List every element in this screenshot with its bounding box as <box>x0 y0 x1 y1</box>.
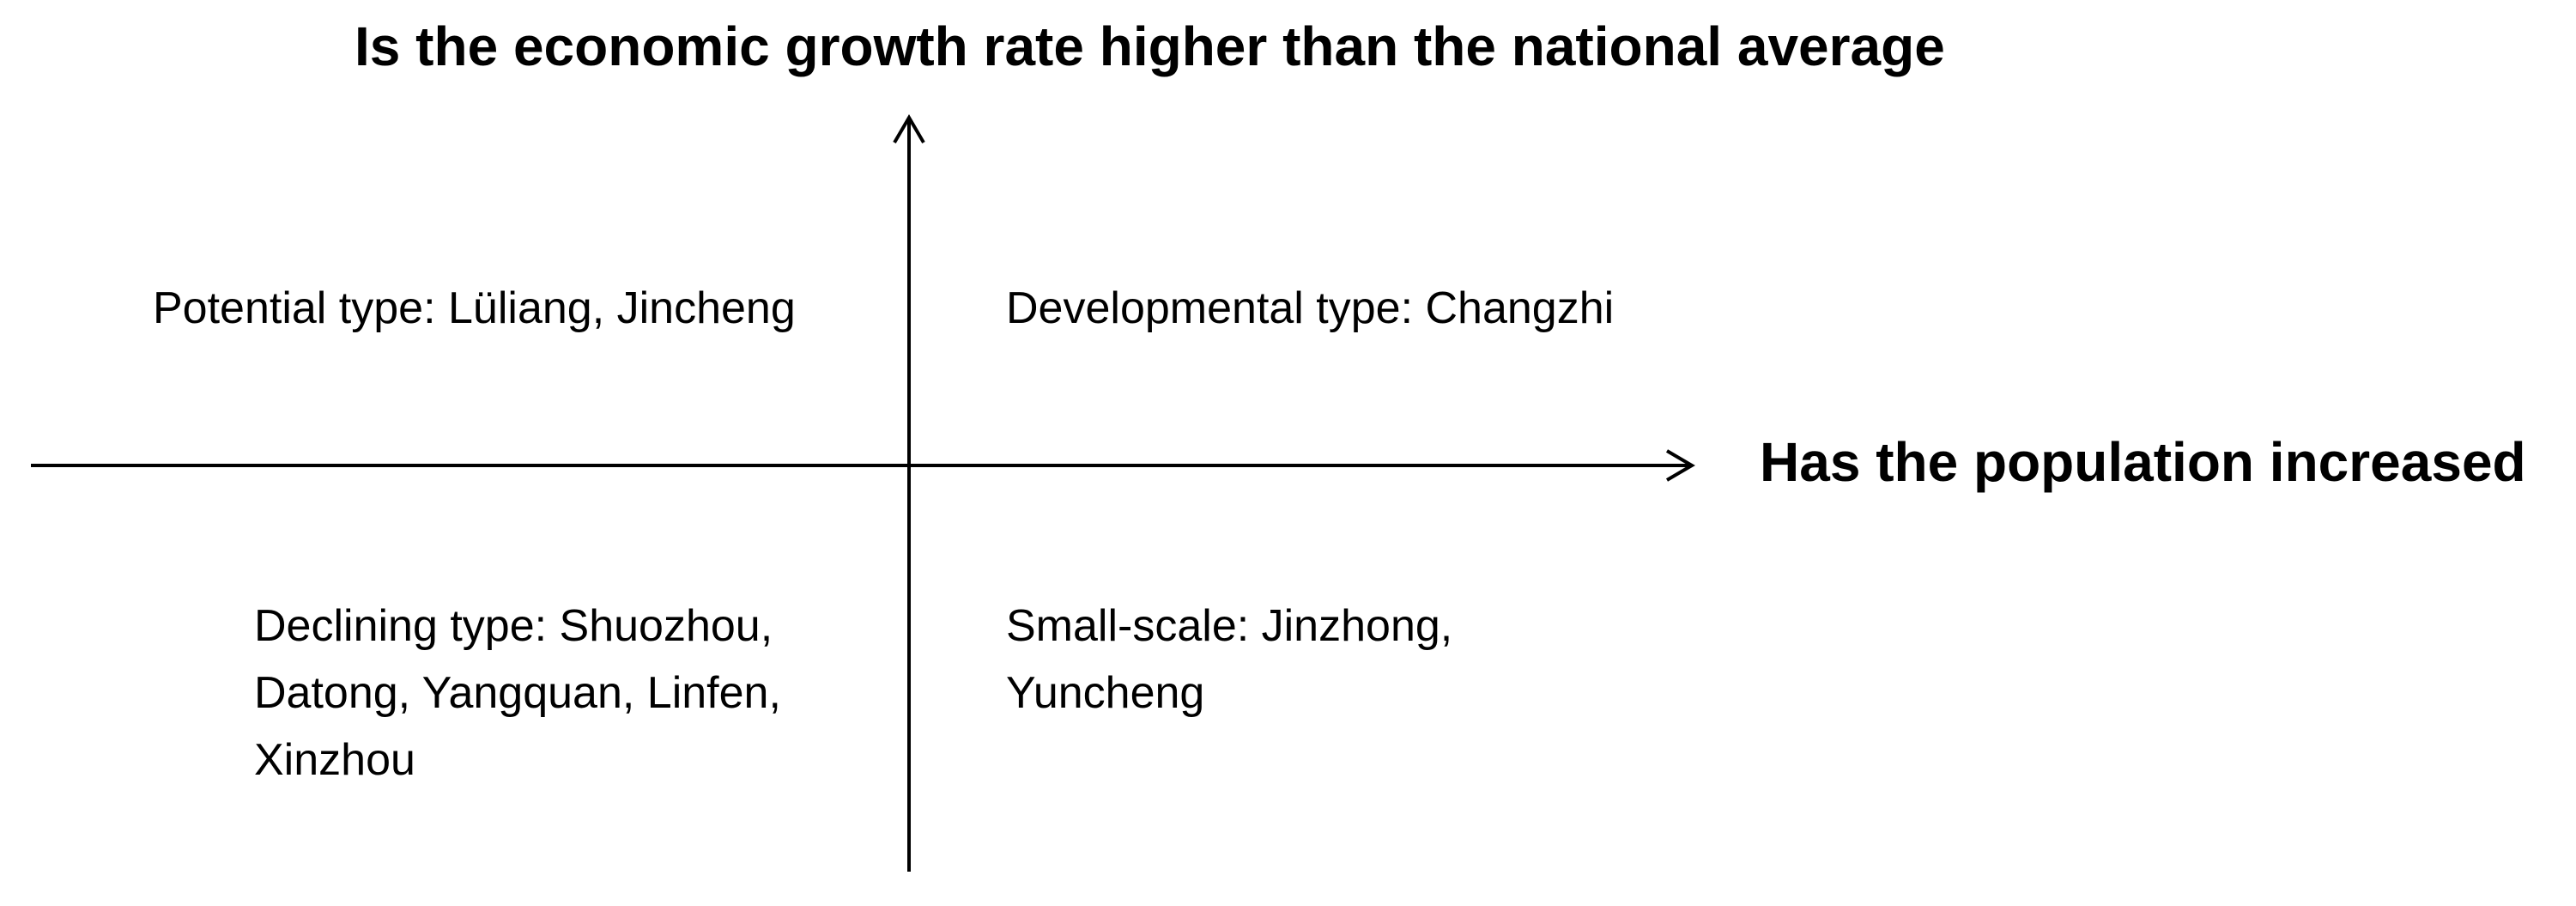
quadrant-top-right-label: Developmental type: Changzhi <box>1006 275 1614 342</box>
quadrant-label-line: Datong, Yangquan, Linfen, <box>254 668 781 718</box>
quadrant-label-line: Small-scale: Jinzhong, <box>1006 601 1453 651</box>
quadrant-label-line: Potential type: Lüliang, Jincheng <box>153 283 796 333</box>
quadrant-bottom-right-label: Small-scale: Jinzhong, Yuncheng <box>1006 593 1452 727</box>
quadrant-top-left-label: Potential type: Lüliang, Jincheng <box>153 275 796 342</box>
quadrant-label-line: Declining type: Shuozhou, <box>254 601 773 651</box>
quadrant-label-line: Developmental type: Changzhi <box>1006 283 1615 333</box>
y-axis-title: Is the economic growth rate higher than … <box>355 15 1945 77</box>
quadrant-bottom-left-label: Declining type: Shuozhou, Datong, Yangqu… <box>254 593 781 794</box>
quadrant-label-line: Xinzhou <box>254 735 415 785</box>
quadrant-label-line: Yuncheng <box>1006 668 1205 718</box>
y-axis-arrowhead <box>893 114 925 144</box>
x-axis-title: Has the population increased <box>1760 431 2526 493</box>
x-axis-arrowhead <box>1665 449 1695 482</box>
